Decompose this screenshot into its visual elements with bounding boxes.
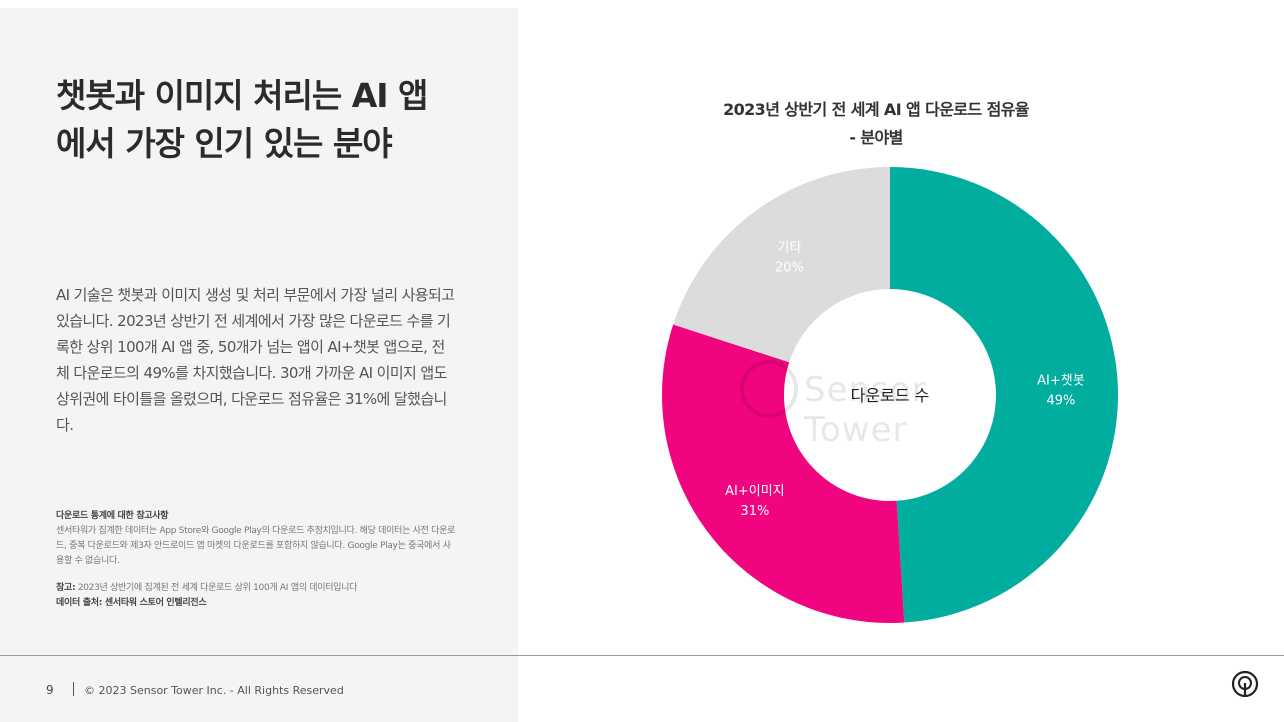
slice-value-label: 20% <box>775 261 804 276</box>
page-number: 9 <box>46 683 54 697</box>
chart-subtitle: - 분야별 <box>849 128 903 147</box>
left-panel: 챗봇과 이미지 처리는 AI 앱 에서 가장 인기 있는 분야 AI 기술은 챗… <box>0 0 518 722</box>
chart-title: 2023년 상반기 전 세계 AI 앱 다운로드 점유율 <box>723 100 1029 119</box>
slice-category-label: AI+챗봇 <box>1037 374 1085 389</box>
sensor-tower-logo-icon <box>1231 670 1259 698</box>
donut-slice-1 <box>890 167 1118 623</box>
slice-value-label: 49% <box>1046 394 1075 409</box>
footer-separator <box>73 682 74 696</box>
panel-top-edge <box>0 0 518 8</box>
chart-title-block: 2023년 상반기 전 세계 AI 앱 다운로드 점유율 - 분야별 <box>690 96 1062 152</box>
donut-slice-3 <box>673 167 890 363</box>
data-source: 데이터 출처: 센서타워 스토어 인텔리전스 <box>56 598 207 608</box>
slice-category-label: AI+이미지 <box>725 484 785 499</box>
donut-slice-2 <box>662 324 905 623</box>
donut-chart: AI+챗봇 49% AI+이미지 31% 기타 20% 다운로드 수 <box>662 167 1118 623</box>
notes-text: 센서타워가 집계한 데이터는 App Store와 Google Play의 다… <box>56 526 456 566</box>
reference-label: 참고: <box>56 583 76 593</box>
footer-divider <box>0 655 1284 656</box>
copyright-text: © 2023 Sensor Tower Inc. - All Rights Re… <box>84 684 344 697</box>
reference-text: 2023년 상반기에 집계된 전 세계 다운로드 상위 100개 AI 앱의 데… <box>75 583 358 593</box>
slice-value-label: 31% <box>740 504 769 519</box>
notes-reference: 참고: 2023년 상반기에 집계된 전 세계 다운로드 상위 100개 AI … <box>56 581 456 596</box>
body-paragraph: AI 기술은 챗봇과 이미지 생성 및 처리 부문에서 가장 널리 사용되고 있… <box>56 286 455 434</box>
page-title: 챗봇과 이미지 처리는 AI 앱 에서 가장 인기 있는 분야 <box>56 76 428 163</box>
notes-heading: 다운로드 통계에 대한 참고사항 <box>56 511 169 521</box>
notes-block: 다운로드 통계에 대한 참고사항 센서타워가 집계한 데이터는 App Stor… <box>56 509 456 611</box>
donut-center-label: 다운로드 수 <box>851 386 930 405</box>
slice-category-label: 기타 <box>778 241 802 256</box>
